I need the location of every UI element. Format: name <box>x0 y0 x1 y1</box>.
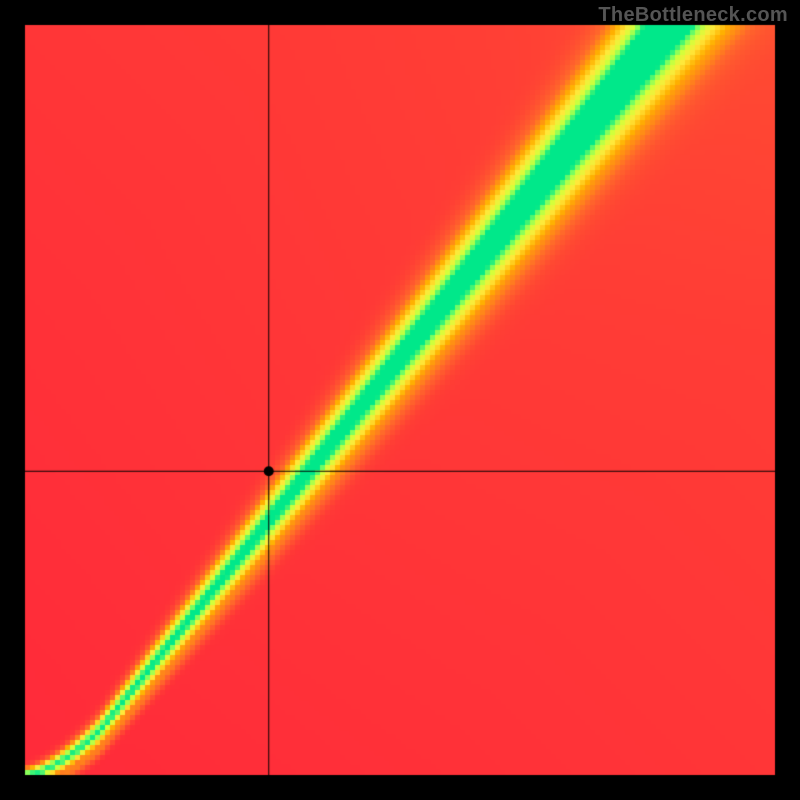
heatmap-container: TheBottleneck.com <box>0 0 800 800</box>
watermark-text: TheBottleneck.com <box>598 4 788 27</box>
heatmap-canvas <box>0 0 800 800</box>
